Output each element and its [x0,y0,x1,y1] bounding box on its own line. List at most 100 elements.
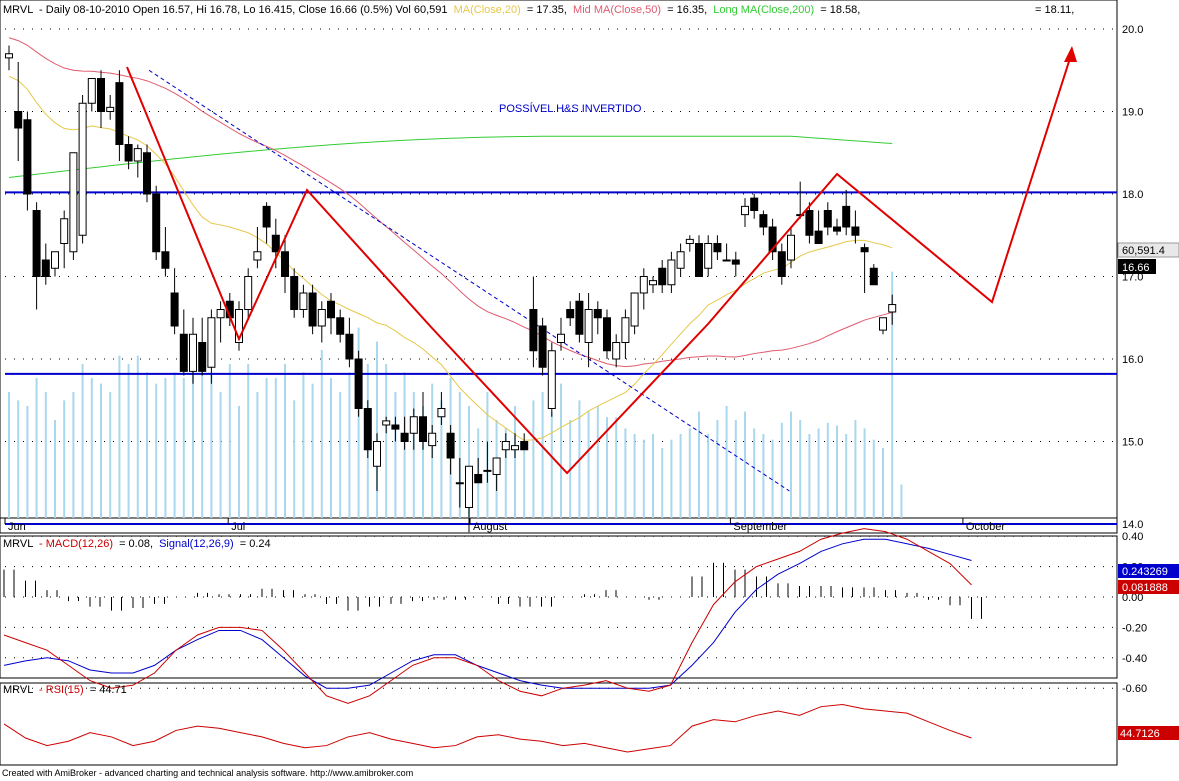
macd-badge-bg [1118,564,1179,578]
candle-body [465,465,473,508]
signal-label: Signal(12,26,9) [159,538,234,550]
macd-tick-label: -0.60 [1122,683,1147,695]
candle-body [419,416,427,442]
candle-body [244,276,253,310]
candle-body [41,259,50,277]
ma20-line [8,75,893,441]
candle-body [695,243,703,277]
candle-body [97,78,105,112]
rsi-line [3,704,972,753]
candle-body [216,309,225,319]
candle-body [557,333,565,343]
candle-body [87,78,96,104]
candle-body [879,317,887,331]
candle-body [713,243,722,253]
month-label: Jul [231,521,245,533]
candle-body [584,309,593,343]
candle-body [722,259,731,262]
candle-body [179,333,188,372]
candle-body [731,259,740,265]
hs-target-arrowhead [1064,46,1077,62]
candle-body [704,243,713,269]
signal-badge-bg [1118,580,1179,594]
candle-body [547,350,556,409]
ma200-label: Long MA(Close,200) [713,4,814,16]
candle-body [235,309,243,343]
rsi-badge-bg [1118,726,1179,740]
macd-line [3,528,972,704]
candle-body [336,317,345,335]
candle-body [78,102,87,236]
candle-body [860,247,869,253]
macd-tick-label: 0.00 [1122,592,1143,604]
macd-label: - MACD(12,26) [39,538,113,550]
candle-body [575,300,584,335]
candle-body [630,292,639,327]
pattern-annotation: POSSÍVEL H&S INVERTIDO [499,102,642,115]
macd-header: MRVL - MACD(12,26) = 0.08, Signal(12,26,… [3,538,271,550]
ma20-value: = 17.35, [527,4,567,16]
hs-zigzag-line [126,51,1073,475]
candle-body [667,259,676,286]
rsi-pane-frame [0,682,1118,766]
macd-pane[interactable] [3,528,1117,704]
candle-body [869,267,878,286]
month-label: October [966,521,1005,533]
candle-body [198,342,207,372]
rsi-pane[interactable] [3,704,972,753]
price-tick-label: 18.0 [1122,189,1143,201]
candle-body [676,251,685,269]
candle-body [391,424,400,430]
date-axis-frame [0,517,1118,534]
candle-body [170,292,179,327]
candle-body [520,441,529,451]
candle-body [382,420,391,426]
candle-body [483,469,492,472]
candle-body [290,276,299,310]
volume-bars [8,271,903,518]
hs-pattern-lines [126,46,1077,475]
candle-body [133,148,142,162]
rsi-value: = 44.71 [90,684,127,696]
candle-body [409,416,418,434]
candle-body [124,144,133,162]
candle-body [262,205,271,228]
candle-body [455,482,464,485]
candle-body [842,205,851,228]
pane-frames [0,0,1118,766]
candle-body [51,251,59,269]
candle-body [189,333,197,372]
candle-body [823,210,832,228]
candle-body [400,432,409,442]
candle-body [253,251,262,261]
macd-symbol: MRVL [3,538,33,550]
candle-body [833,226,841,232]
candle-body [152,193,161,253]
candle-body [658,267,667,286]
candle-body [603,317,611,352]
candle-body [14,111,23,129]
price-tick-label: 15.0 [1122,437,1143,449]
price-tick-label: 16.0 [1122,354,1143,366]
candle-body [501,441,510,451]
macd-tick-label: 0.40 [1122,531,1143,543]
price-badge: 16.66 [1122,262,1150,274]
candle-body [115,82,124,145]
month-label: September [733,521,787,533]
candle-body [759,214,768,228]
ma50-label: Mid MA(Close,50) [573,4,661,16]
candle-body [768,226,777,253]
candle-body [373,441,381,467]
volume-badge-bg [1117,242,1179,258]
rsi-header: MRVL - RSI(15) = 44.71 [3,684,127,696]
signal-value: = 0.24 [240,538,271,550]
ma50-line [8,37,893,368]
macd-pane-frame [0,535,1118,679]
candle-body [437,408,446,418]
price-tick-label: 19.0 [1122,107,1143,119]
candlesticks[interactable] [5,45,897,533]
candle-body [621,317,630,343]
symbol-label: MRVL [3,4,33,16]
candle-body [566,309,575,319]
